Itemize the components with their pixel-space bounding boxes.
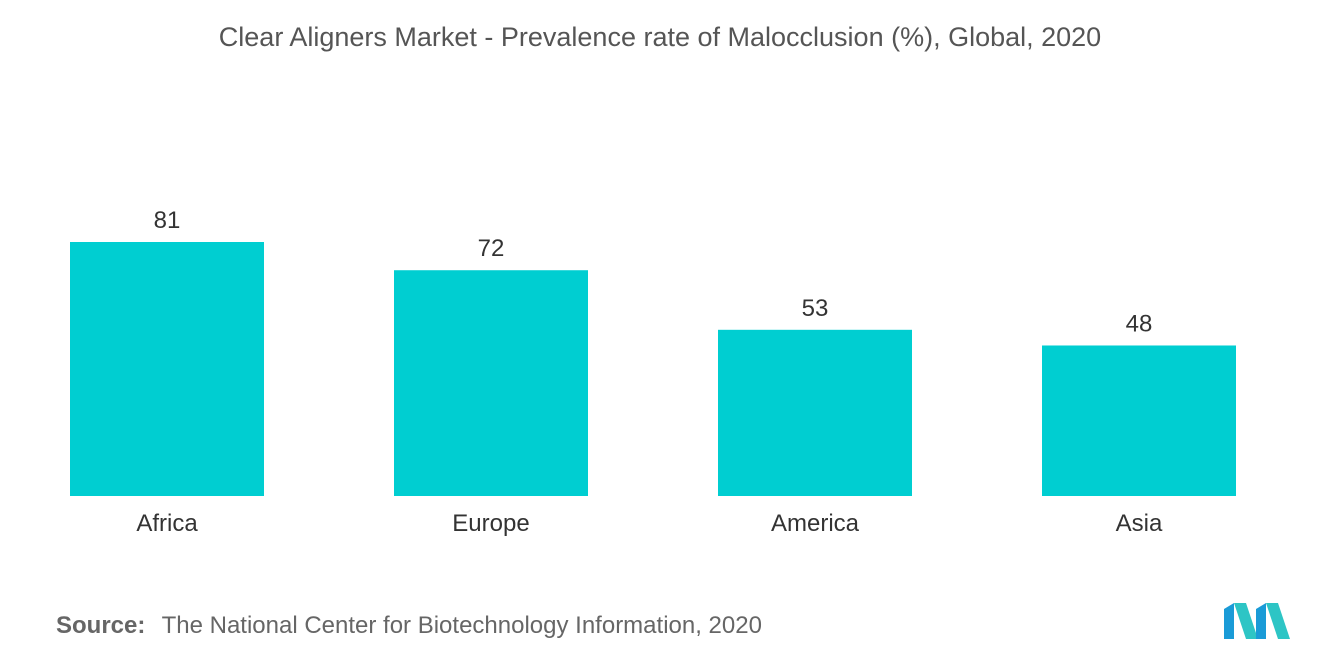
- category-label-america: America: [771, 510, 860, 537]
- bar-america: [718, 329, 912, 496]
- bar-asia: [1042, 345, 1236, 496]
- category-label-asia: Asia: [1116, 510, 1163, 537]
- bar-europe: [394, 270, 588, 496]
- category-label-africa: Africa: [136, 510, 198, 537]
- category-label-europe: Europe: [452, 510, 529, 537]
- chart-title: Clear Aligners Market - Prevalence rate …: [218, 22, 1102, 52]
- source-note: Source: The National Center for Biotechn…: [56, 612, 762, 640]
- source-text: The National Center for Biotechnology In…: [161, 612, 762, 639]
- data-label-europe: 72: [478, 235, 505, 262]
- mordor-intelligence-logo-icon: [1224, 603, 1290, 639]
- data-label-america: 53: [802, 295, 829, 322]
- bar-africa: [70, 242, 264, 496]
- data-label-asia: 48: [1126, 310, 1153, 337]
- data-label-africa: 81: [154, 207, 181, 234]
- source-label: Source:: [56, 612, 146, 639]
